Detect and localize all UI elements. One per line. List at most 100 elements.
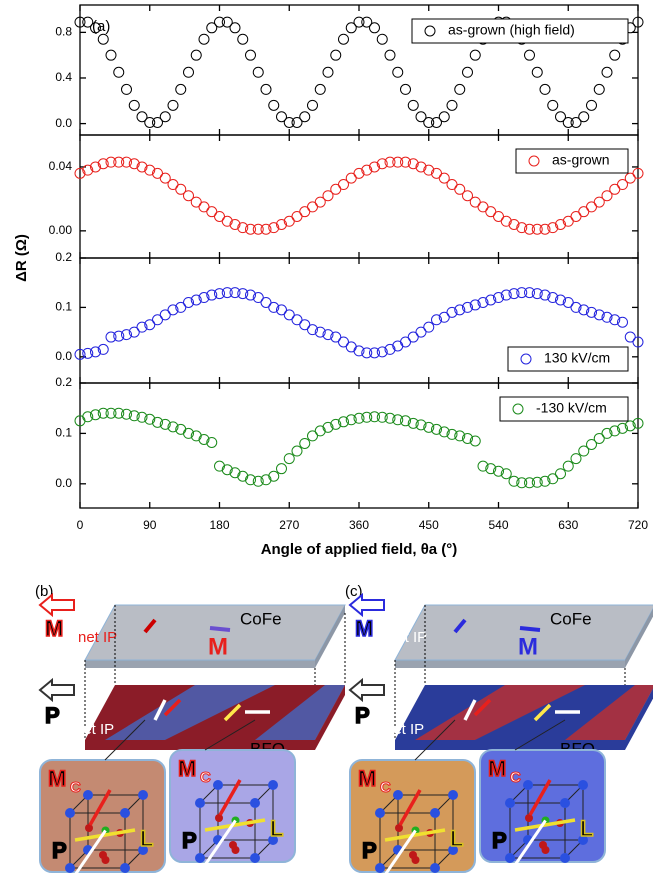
data-point xyxy=(462,432,473,444)
data-point xyxy=(314,196,326,208)
data-point xyxy=(330,418,342,430)
data-point xyxy=(260,474,272,486)
atom xyxy=(268,835,278,845)
data-point xyxy=(369,411,380,423)
zoom-line xyxy=(104,719,146,761)
net-ip-top: net IP xyxy=(78,629,117,646)
m-arrow-label: M xyxy=(45,616,63,641)
bfo-stripe xyxy=(105,685,275,740)
data-point xyxy=(415,161,427,173)
data-point xyxy=(198,433,210,445)
data-point xyxy=(485,294,497,306)
data-point xyxy=(353,412,365,424)
data-point xyxy=(392,414,404,426)
data-point xyxy=(283,215,295,227)
data-point xyxy=(578,445,590,457)
mc-label: M xyxy=(48,766,66,791)
m-big: M xyxy=(518,633,538,660)
data-point xyxy=(268,301,280,313)
data-point xyxy=(307,324,318,336)
legend-box xyxy=(507,346,629,372)
legend-label: as-grown xyxy=(552,152,610,168)
data-point xyxy=(609,314,621,326)
data-point xyxy=(454,83,466,95)
p-arrow-label: P xyxy=(355,703,370,728)
data-point xyxy=(307,430,318,442)
data-point xyxy=(276,218,287,230)
data-point xyxy=(159,309,171,321)
data-point xyxy=(190,196,202,208)
data-point xyxy=(438,172,450,184)
atom xyxy=(65,863,75,873)
l-label: L xyxy=(270,816,283,841)
data-point xyxy=(531,288,543,300)
data-point xyxy=(113,66,125,78)
atom xyxy=(83,790,93,800)
legend-marker xyxy=(528,155,540,167)
data-point xyxy=(500,468,512,480)
l-label: L xyxy=(580,816,593,841)
atom xyxy=(120,808,130,818)
mc-vector xyxy=(528,779,552,816)
data-point xyxy=(214,460,225,472)
p-vector xyxy=(383,829,417,876)
data-point xyxy=(477,201,489,213)
atom xyxy=(430,863,440,873)
data-point xyxy=(206,22,218,34)
data-point xyxy=(330,49,342,61)
top-layer-label: CoFe xyxy=(240,609,282,628)
data-point xyxy=(469,49,481,61)
arrow xyxy=(153,699,167,721)
panel-label: (c) xyxy=(345,583,363,600)
data-point xyxy=(431,167,442,179)
data-point xyxy=(485,206,497,218)
data-point xyxy=(190,49,202,61)
data-point xyxy=(469,435,481,447)
data-point xyxy=(105,156,117,168)
data-point xyxy=(206,436,218,448)
data-point xyxy=(423,164,435,176)
data-point xyxy=(144,319,156,331)
legend-marker xyxy=(424,25,436,37)
data-point xyxy=(578,206,590,218)
bfo-slab-edge xyxy=(625,688,653,750)
data-point xyxy=(524,223,535,235)
p-arrow xyxy=(38,677,75,703)
data-point xyxy=(555,111,566,123)
atom xyxy=(120,863,130,873)
atom xyxy=(578,780,588,790)
data-point xyxy=(617,316,628,328)
data-point xyxy=(136,321,148,333)
data-point xyxy=(384,343,396,355)
y-tick-label: 0.0 xyxy=(55,349,72,363)
bfo-slab-edge xyxy=(315,685,345,750)
x-tick-label: 360 xyxy=(349,518,369,532)
data-point xyxy=(446,179,458,191)
atom xyxy=(541,846,550,854)
data-point xyxy=(500,215,512,227)
data-point xyxy=(74,348,86,360)
data-point xyxy=(221,464,233,476)
data-point xyxy=(330,183,342,195)
data-point xyxy=(268,222,280,234)
atom xyxy=(375,808,385,818)
atom xyxy=(231,846,240,854)
data-point xyxy=(159,172,171,184)
data-point xyxy=(136,411,148,423)
data-point xyxy=(97,33,109,45)
mc-subscript: C xyxy=(510,769,521,786)
atom xyxy=(375,863,385,873)
net-ip-top: net IP xyxy=(388,629,427,646)
data-point xyxy=(291,314,303,326)
data-point xyxy=(539,475,551,487)
data-point xyxy=(508,475,520,487)
arrow xyxy=(473,698,492,717)
arrow xyxy=(453,618,467,634)
data-point xyxy=(167,179,179,191)
x-tick-label: 720 xyxy=(628,518,648,532)
data-point xyxy=(283,309,295,321)
arrow xyxy=(223,703,242,722)
data-point xyxy=(221,215,233,227)
data-point xyxy=(601,66,613,78)
p-vector xyxy=(513,819,547,866)
